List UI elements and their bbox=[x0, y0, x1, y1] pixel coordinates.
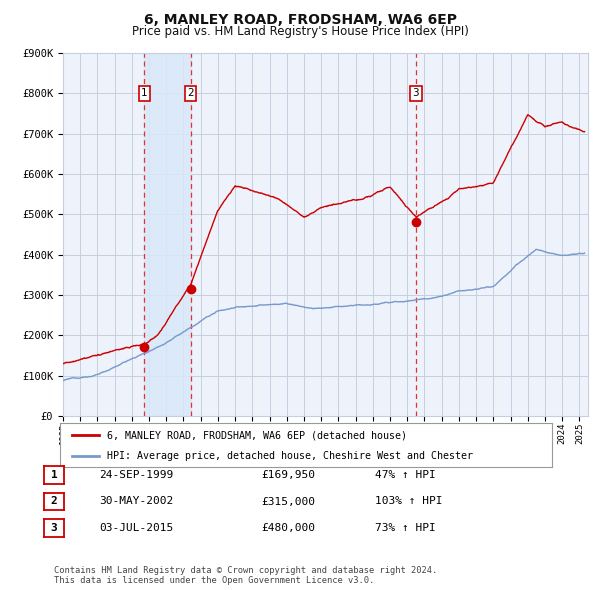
Text: 6, MANLEY ROAD, FRODSHAM, WA6 6EP (detached house): 6, MANLEY ROAD, FRODSHAM, WA6 6EP (detac… bbox=[107, 431, 407, 440]
Text: 103% ↑ HPI: 103% ↑ HPI bbox=[375, 497, 443, 506]
Text: 47% ↑ HPI: 47% ↑ HPI bbox=[375, 470, 436, 480]
Text: 3: 3 bbox=[50, 523, 58, 533]
Text: 2: 2 bbox=[50, 497, 58, 506]
Text: HPI: Average price, detached house, Cheshire West and Chester: HPI: Average price, detached house, Ches… bbox=[107, 451, 473, 461]
Text: Contains HM Land Registry data © Crown copyright and database right 2024.
This d: Contains HM Land Registry data © Crown c… bbox=[54, 566, 437, 585]
Text: £480,000: £480,000 bbox=[261, 523, 315, 533]
Text: Price paid vs. HM Land Registry's House Price Index (HPI): Price paid vs. HM Land Registry's House … bbox=[131, 25, 469, 38]
Bar bbox=[145, 53, 191, 416]
Text: 2: 2 bbox=[187, 88, 194, 99]
Text: 30-MAY-2002: 30-MAY-2002 bbox=[99, 497, 173, 506]
Text: 24-SEP-1999: 24-SEP-1999 bbox=[99, 470, 173, 480]
Text: 73% ↑ HPI: 73% ↑ HPI bbox=[375, 523, 436, 533]
Text: 1: 1 bbox=[141, 88, 148, 99]
Text: 3: 3 bbox=[413, 88, 419, 99]
Text: £169,950: £169,950 bbox=[261, 470, 315, 480]
Text: 03-JUL-2015: 03-JUL-2015 bbox=[99, 523, 173, 533]
Text: £315,000: £315,000 bbox=[261, 497, 315, 506]
Text: 6, MANLEY ROAD, FRODSHAM, WA6 6EP: 6, MANLEY ROAD, FRODSHAM, WA6 6EP bbox=[143, 13, 457, 27]
Text: 1: 1 bbox=[50, 470, 58, 480]
